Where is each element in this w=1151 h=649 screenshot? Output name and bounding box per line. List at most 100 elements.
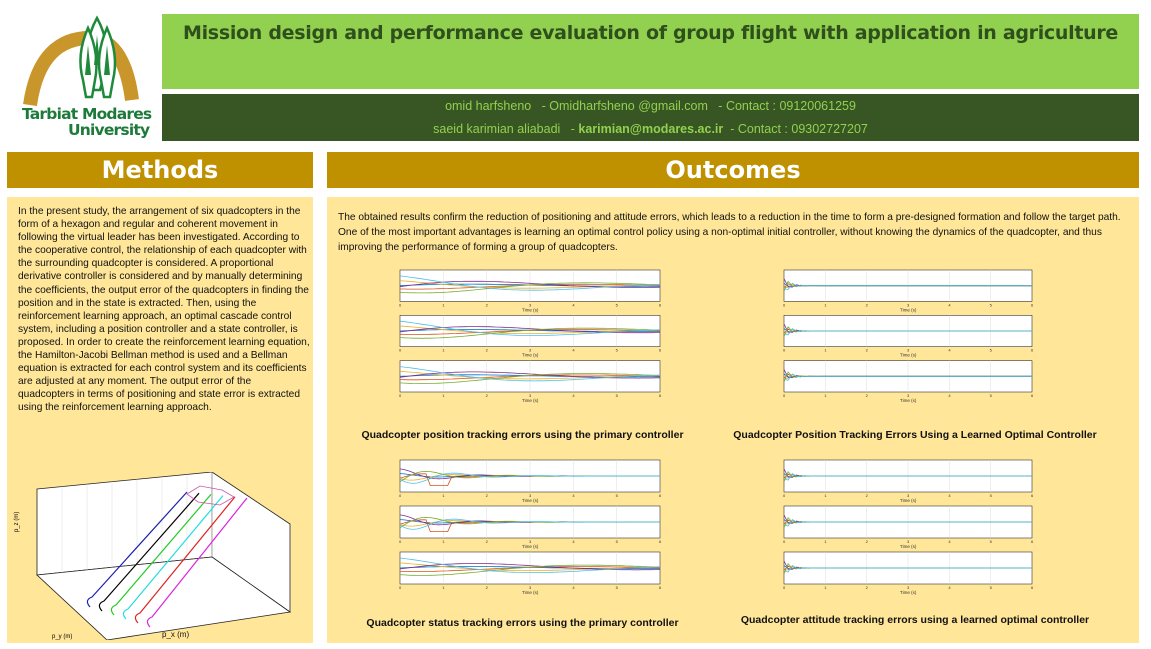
svg-text:2: 2 bbox=[866, 348, 869, 353]
trajectory-line bbox=[86, 491, 188, 608]
error-line bbox=[399, 275, 661, 291]
svg-text:4: 4 bbox=[948, 493, 951, 498]
x-axis-label: Time (s) bbox=[900, 544, 917, 549]
svg-text:0: 0 bbox=[399, 393, 402, 398]
svg-text:1: 1 bbox=[824, 585, 827, 590]
error-line bbox=[399, 562, 660, 571]
svg-text:5: 5 bbox=[990, 585, 993, 590]
svg-text:3: 3 bbox=[529, 302, 532, 307]
svg-text:1: 1 bbox=[442, 348, 445, 353]
error-line bbox=[783, 564, 1032, 573]
svg-text:0: 0 bbox=[399, 493, 402, 498]
svg-text:6: 6 bbox=[1031, 539, 1034, 544]
svg-text:5: 5 bbox=[616, 393, 619, 398]
svg-text:3: 3 bbox=[529, 539, 532, 544]
figure-caption: Quadcopter status tracking errors using … bbox=[366, 617, 679, 629]
svg-text:4: 4 bbox=[948, 302, 951, 307]
trajectory-line bbox=[146, 497, 248, 628]
outcomes-heading: Outcomes bbox=[327, 152, 1139, 188]
svg-text:4: 4 bbox=[572, 585, 575, 590]
svg-text:6: 6 bbox=[1031, 493, 1034, 498]
author-name: omid harfsheno bbox=[445, 99, 532, 113]
svg-text:6: 6 bbox=[659, 302, 662, 307]
author-phone: Contact : 09302727207 bbox=[737, 122, 868, 136]
svg-text:4: 4 bbox=[948, 585, 951, 590]
svg-text:4: 4 bbox=[572, 493, 575, 498]
svg-text:3: 3 bbox=[907, 348, 910, 353]
error-line bbox=[399, 557, 661, 573]
svg-text:0: 0 bbox=[783, 393, 786, 398]
y-axis-label: p_y (m) bbox=[52, 634, 72, 640]
svg-text:3: 3 bbox=[529, 585, 532, 590]
x-axis-label: Time (s) bbox=[900, 353, 917, 358]
author-email[interactable]: karimian@modares.ac.ir bbox=[578, 122, 724, 136]
svg-text:0: 0 bbox=[783, 348, 786, 353]
svg-text:6: 6 bbox=[659, 348, 662, 353]
poster-title: Mission design and performance evaluatio… bbox=[182, 22, 1118, 44]
error-line bbox=[783, 282, 1032, 291]
svg-text:3: 3 bbox=[529, 493, 532, 498]
subplot: 0 1 2 3 4 5 6 Time (s) bbox=[783, 505, 1034, 549]
methods-heading: Methods bbox=[7, 152, 313, 188]
svg-text:2: 2 bbox=[866, 493, 869, 498]
svg-text:4: 4 bbox=[572, 393, 575, 398]
subplot: 0 1 2 3 4 5 6 Time (s) bbox=[399, 269, 662, 312]
error-line bbox=[399, 472, 660, 484]
contact-bar: omid harfsheno - Omidharfsheno @gmail.co… bbox=[162, 94, 1139, 141]
error-line bbox=[399, 327, 661, 339]
svg-text:1: 1 bbox=[442, 393, 445, 398]
svg-text:3: 3 bbox=[907, 493, 910, 498]
figure-attitude-learned: 0 1 2 3 4 5 6 Time (s) 0 1 2 3 4 5 6 Time (s) 0 1 2 3 4 5 6 Tim… bbox=[752, 458, 1035, 608]
contact-line-1: omid harfsheno - Omidharfsheno @gmail.co… bbox=[445, 99, 856, 113]
svg-text:6: 6 bbox=[1031, 585, 1034, 590]
error-line bbox=[399, 373, 661, 384]
subplot: 0 1 2 3 4 5 6 Time (s) bbox=[783, 551, 1034, 595]
svg-text:4: 4 bbox=[572, 539, 575, 544]
svg-text:6: 6 bbox=[659, 539, 662, 544]
outcomes-text: The obtained results confirm the reducti… bbox=[338, 212, 1121, 253]
svg-text:4: 4 bbox=[948, 348, 951, 353]
svg-text:2: 2 bbox=[486, 539, 489, 544]
svg-text:2: 2 bbox=[866, 585, 869, 590]
subplot: 0 1 2 3 4 5 6 Time (s) bbox=[399, 505, 662, 549]
svg-text:6: 6 bbox=[659, 393, 662, 398]
x-axis-label: Time (s) bbox=[900, 307, 917, 312]
error-line bbox=[783, 518, 1032, 527]
trajectory-line bbox=[98, 492, 200, 612]
error-line bbox=[399, 325, 661, 334]
x-axis-label: Time (s) bbox=[900, 590, 917, 595]
svg-text:5: 5 bbox=[990, 539, 993, 544]
figure-position-learned: 0 1 2 3 4 5 6 Time (s) 0 1 2 3 4 5 6 Time (s) 0 1 2 3 4 5 6 Tim… bbox=[752, 268, 1035, 416]
error-line bbox=[399, 518, 660, 530]
svg-text:4: 4 bbox=[948, 393, 951, 398]
svg-text:4: 4 bbox=[572, 302, 575, 307]
trajectory-3d-plot: p_z (m) p_y (m) p_x (m) bbox=[12, 471, 310, 641]
error-line bbox=[399, 282, 661, 294]
svg-text:1: 1 bbox=[824, 302, 827, 307]
x-axis-label: Time (s) bbox=[522, 398, 539, 403]
subplot: 0 1 2 3 4 5 6 Time (s) bbox=[783, 315, 1034, 358]
contact-line-2: saeid karimian aliabadi - karimian@modar… bbox=[433, 122, 868, 136]
x-axis-label: p_x (m) bbox=[162, 630, 189, 639]
svg-text:0: 0 bbox=[399, 539, 402, 544]
methods-text: In the present study, the arrangement of… bbox=[18, 206, 310, 414]
error-line bbox=[399, 564, 661, 576]
svg-text:0: 0 bbox=[783, 493, 786, 498]
figure-caption: Quadcopter Position Tracking Errors Usin… bbox=[733, 429, 1097, 441]
svg-text:2: 2 bbox=[486, 493, 489, 498]
subplot: 0 1 2 3 4 5 6 Time (s) bbox=[783, 269, 1034, 312]
title-bar: Mission design and performance evaluatio… bbox=[162, 14, 1139, 89]
svg-text:6: 6 bbox=[659, 493, 662, 498]
error-line bbox=[399, 320, 661, 336]
svg-text:5: 5 bbox=[990, 302, 993, 307]
svg-text:5: 5 bbox=[616, 348, 619, 353]
svg-text:6: 6 bbox=[1031, 348, 1034, 353]
svg-text:0: 0 bbox=[399, 585, 402, 590]
error-line bbox=[399, 366, 661, 382]
svg-text:2: 2 bbox=[866, 539, 869, 544]
svg-text:3: 3 bbox=[907, 302, 910, 307]
x-axis-label: Time (s) bbox=[522, 544, 539, 549]
svg-text:5: 5 bbox=[990, 493, 993, 498]
error-line bbox=[783, 328, 1032, 336]
author-email[interactable]: Omidharfsheno @gmail.com bbox=[549, 99, 708, 113]
